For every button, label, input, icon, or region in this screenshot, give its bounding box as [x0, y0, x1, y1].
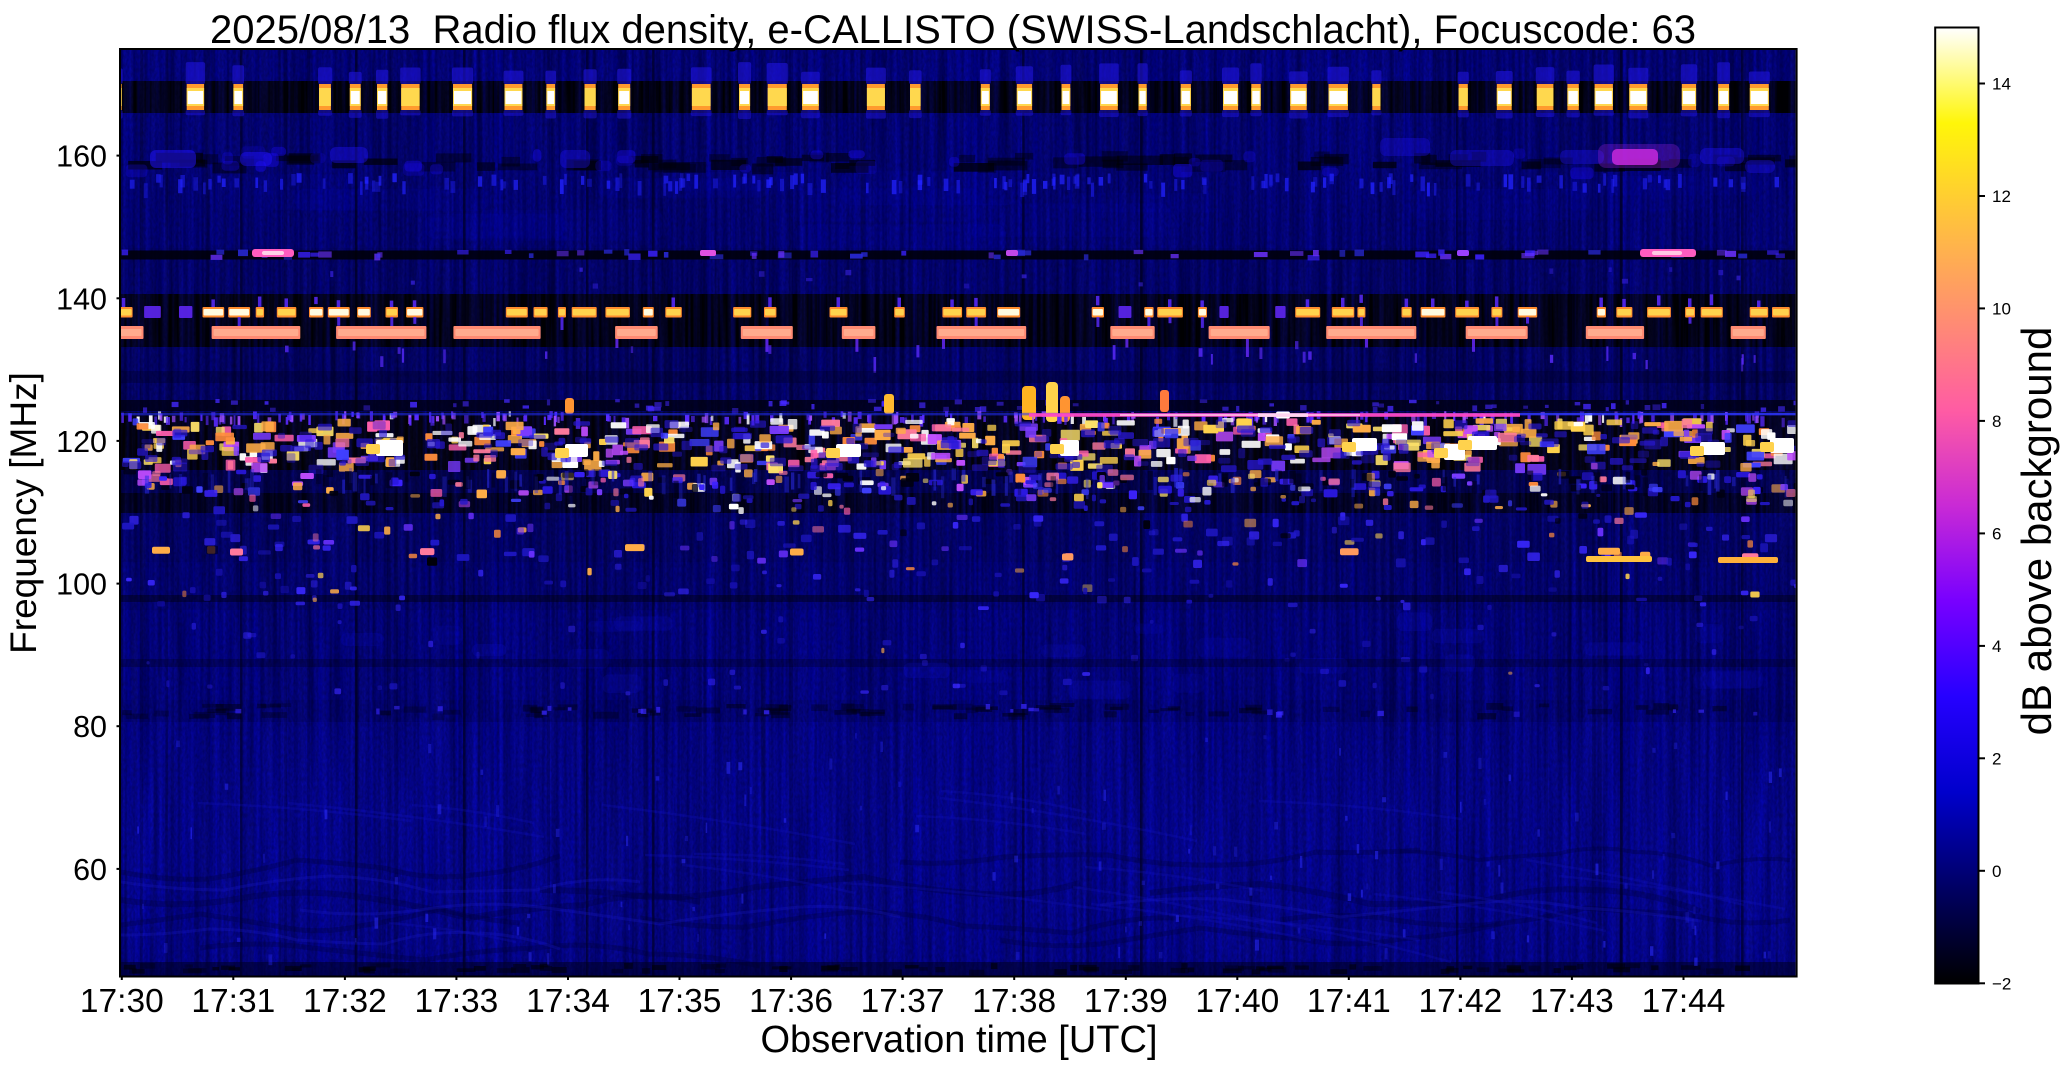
- svg-text:17:35: 17:35: [638, 983, 722, 1020]
- svg-text:60: 60: [73, 853, 107, 887]
- svg-text:0: 0: [1992, 862, 2001, 881]
- svg-text:17:40: 17:40: [1195, 983, 1279, 1020]
- svg-text:100: 100: [56, 568, 107, 602]
- svg-text:10: 10: [1992, 299, 2011, 318]
- svg-text:8: 8: [1992, 412, 2001, 431]
- svg-text:2: 2: [1992, 749, 2001, 768]
- svg-text:dB above background: dB above background: [2013, 327, 2060, 736]
- svg-text:Frequency [MHz]: Frequency [MHz]: [3, 372, 44, 654]
- svg-text:17:39: 17:39: [1084, 983, 1168, 1020]
- svg-text:17:36: 17:36: [749, 983, 833, 1020]
- svg-text:−2: −2: [1992, 974, 2011, 993]
- svg-text:Observation time [UTC]: Observation time [UTC]: [761, 1019, 1158, 1061]
- svg-text:17:44: 17:44: [1642, 983, 1726, 1020]
- svg-text:12: 12: [1992, 187, 2011, 206]
- svg-text:17:31: 17:31: [191, 983, 275, 1020]
- svg-text:6: 6: [1992, 524, 2001, 543]
- svg-text:17:34: 17:34: [526, 983, 610, 1020]
- svg-text:17:43: 17:43: [1530, 983, 1614, 1020]
- svg-text:80: 80: [73, 710, 107, 744]
- svg-text:120: 120: [56, 425, 107, 459]
- svg-text:17:38: 17:38: [972, 983, 1056, 1020]
- svg-text:140: 140: [56, 282, 107, 316]
- svg-text:17:30: 17:30: [80, 983, 164, 1020]
- svg-text:4: 4: [1992, 637, 2001, 656]
- svg-text:2025/08/13 Radio flux density: 2025/08/13 Radio flux density, e-CALLIST…: [210, 8, 1696, 52]
- svg-text:17:41: 17:41: [1307, 983, 1391, 1020]
- svg-text:17:42: 17:42: [1418, 983, 1502, 1020]
- svg-text:160: 160: [56, 140, 107, 174]
- svg-text:17:32: 17:32: [303, 983, 387, 1020]
- svg-text:14: 14: [1992, 75, 2011, 94]
- svg-text:17:37: 17:37: [861, 983, 945, 1020]
- svg-text:17:33: 17:33: [414, 983, 498, 1020]
